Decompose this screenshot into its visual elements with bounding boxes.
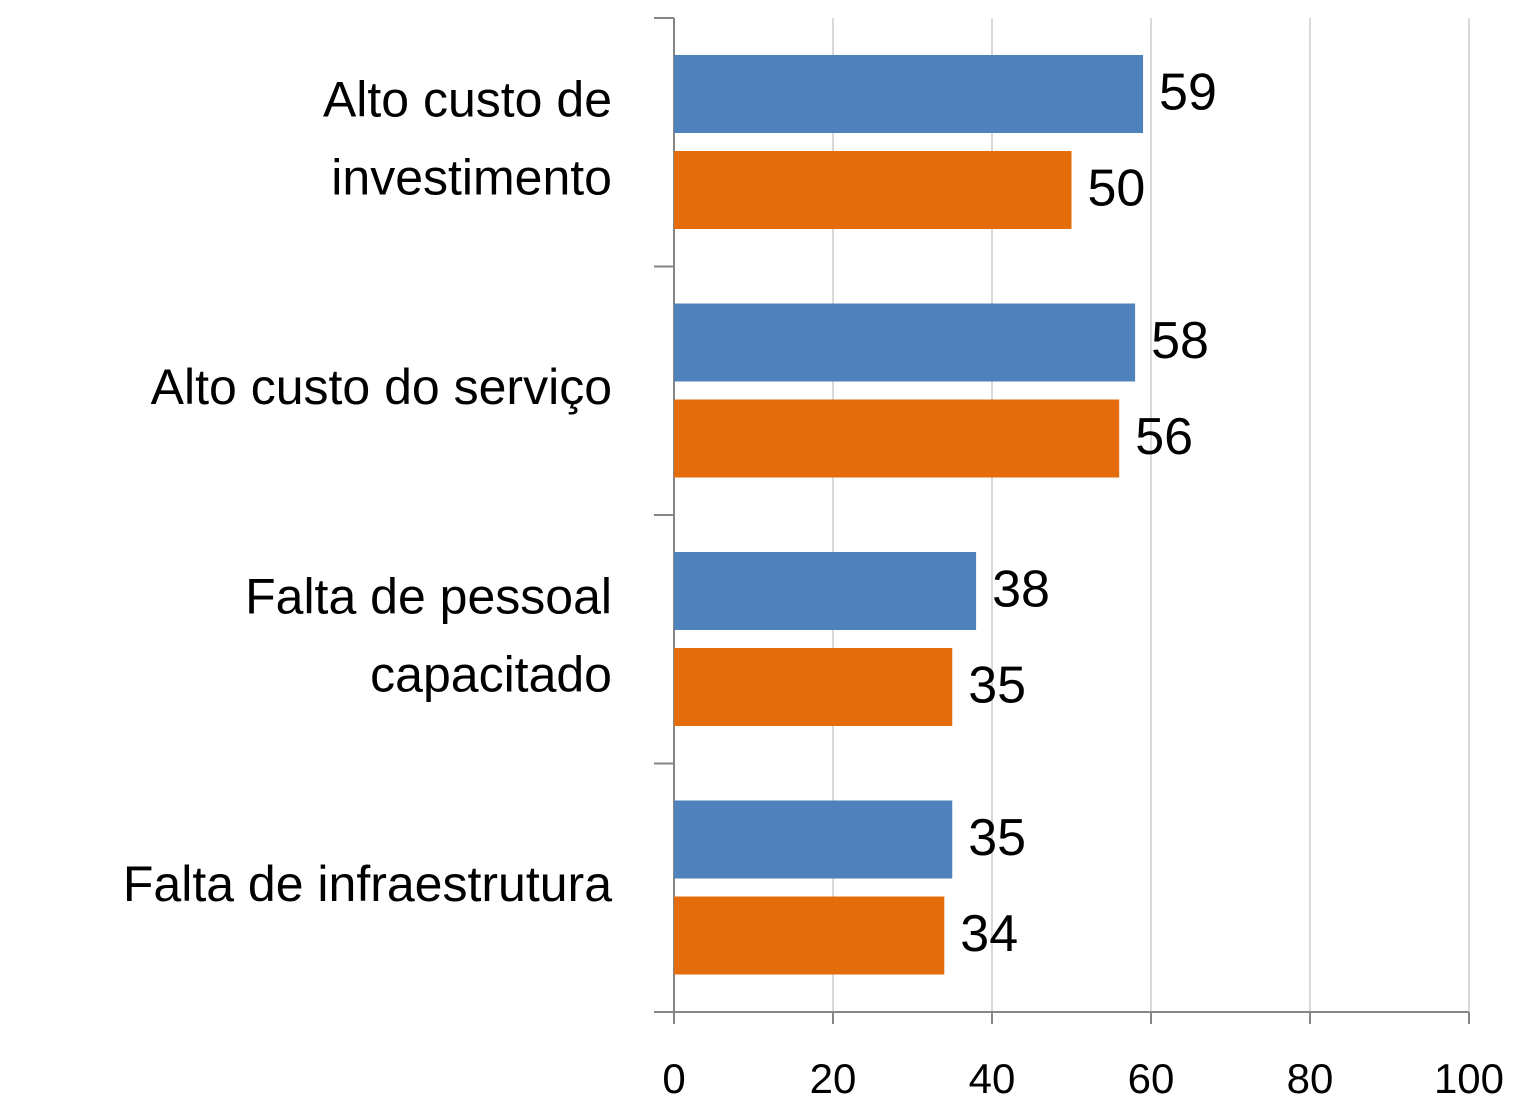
x-tick-label: 40 bbox=[969, 1055, 1016, 1100]
bar bbox=[674, 648, 953, 726]
value-label: 35 bbox=[968, 809, 1026, 867]
value-label: 50 bbox=[1088, 160, 1146, 218]
bar bbox=[674, 552, 977, 630]
value-label: 59 bbox=[1159, 64, 1217, 122]
x-tick-label: 0 bbox=[662, 1055, 685, 1100]
bar bbox=[674, 399, 1120, 478]
category-label: Alto custo de investimento bbox=[323, 71, 612, 205]
x-tick-label: 100 bbox=[1434, 1055, 1504, 1100]
category-label: Alto custo do serviço bbox=[151, 359, 612, 415]
bar bbox=[674, 151, 1072, 229]
x-tick-label: 60 bbox=[1128, 1055, 1175, 1100]
category-label: Falta de infraestrutura bbox=[123, 856, 612, 912]
bar bbox=[674, 55, 1144, 133]
x-tick-label: 20 bbox=[810, 1055, 857, 1100]
value-label: 58 bbox=[1151, 312, 1209, 370]
bar bbox=[674, 303, 1136, 382]
bar bbox=[674, 896, 945, 975]
value-label: 34 bbox=[960, 905, 1018, 963]
value-label: 38 bbox=[992, 561, 1050, 619]
value-label: 56 bbox=[1135, 408, 1193, 466]
value-label: 35 bbox=[968, 657, 1026, 715]
category-label: Falta de pessoal capacitado bbox=[245, 568, 612, 702]
x-tick-label: 80 bbox=[1287, 1055, 1334, 1100]
bar bbox=[674, 800, 953, 879]
